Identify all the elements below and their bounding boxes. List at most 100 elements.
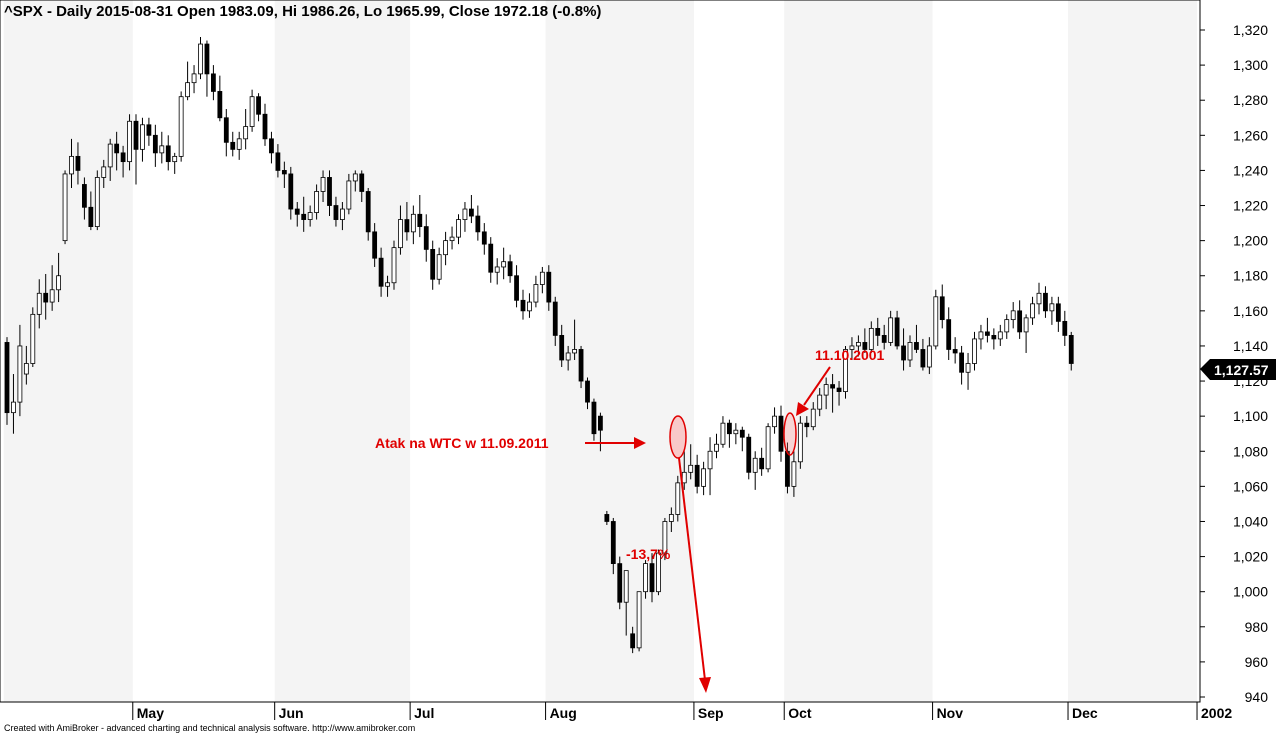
candle — [475, 205, 481, 241]
y-tick-label: 1,280 — [1233, 92, 1268, 108]
candle — [4, 337, 10, 425]
candle — [314, 184, 320, 220]
x-tick-label: Nov — [937, 705, 964, 721]
candle — [894, 310, 900, 350]
y-tick-label: 1,200 — [1233, 233, 1268, 249]
candle — [1036, 282, 1042, 315]
candle-body-up — [823, 384, 829, 396]
x-tick-label: Sep — [698, 705, 724, 721]
candle — [856, 335, 861, 357]
x-tick-label: Jun — [279, 705, 304, 721]
candle-body-down — [881, 335, 887, 343]
candle — [539, 266, 545, 294]
y-tick-label: 1,220 — [1233, 198, 1268, 214]
candle-body-down — [475, 215, 481, 233]
candle — [75, 142, 81, 185]
x-tick-label: Dec — [1072, 705, 1098, 721]
candle — [178, 91, 184, 162]
candle-body-down — [778, 415, 784, 452]
candle-body-up — [140, 124, 145, 150]
candle — [778, 405, 784, 462]
candle-body-up — [1010, 310, 1016, 321]
candle-body-up — [249, 96, 255, 127]
candle-body-down — [82, 184, 87, 208]
candle — [585, 377, 590, 410]
candle-body-down — [301, 213, 307, 220]
candle — [765, 423, 771, 473]
candle — [939, 284, 945, 329]
candle — [559, 324, 565, 368]
y-tick-label: 1,180 — [1233, 268, 1268, 284]
y-tick-label: 1,160 — [1233, 303, 1268, 319]
y-tick-label: 1,300 — [1233, 57, 1268, 73]
candle-body-up — [314, 191, 320, 213]
candle-body-down — [959, 352, 964, 373]
candle-body-up — [868, 327, 874, 350]
candle — [198, 37, 203, 80]
candle-body-down — [759, 457, 765, 470]
candle-body-up — [449, 236, 455, 242]
candle — [275, 144, 281, 178]
candle-body-up — [888, 317, 894, 343]
candle-body-up — [636, 591, 642, 649]
candle-body-down — [559, 335, 565, 361]
candle-body-up — [391, 247, 397, 284]
candle — [520, 289, 526, 320]
candle-body-down — [520, 299, 526, 312]
candle — [881, 324, 887, 350]
candle — [133, 114, 139, 185]
candle — [991, 328, 997, 350]
candle-body-down — [468, 208, 474, 217]
candle-body-down — [359, 173, 365, 192]
candle-body-up — [791, 461, 797, 487]
candle — [1055, 296, 1061, 332]
candle — [810, 402, 816, 431]
candle — [507, 254, 513, 283]
candle — [378, 247, 384, 297]
candle — [959, 345, 964, 385]
candle — [804, 416, 810, 438]
x-tick-label: Aug — [550, 705, 577, 721]
candle — [643, 560, 648, 599]
candle-body-up — [907, 342, 913, 361]
x-axis: May Jun Jul Aug Sep Oct Nov Dec 2002 — [132, 702, 1232, 721]
candle — [82, 177, 87, 220]
y-tick-label: 1,240 — [1233, 162, 1268, 178]
candle-body-down — [514, 275, 519, 301]
candle-body-up — [398, 219, 403, 249]
oct-highlight-ellipse — [783, 412, 797, 456]
candle — [675, 475, 681, 522]
candle — [636, 591, 642, 652]
candle — [997, 324, 1003, 346]
candle-body-down — [165, 145, 171, 163]
candle-body-up — [49, 289, 55, 303]
candle-body-up — [172, 155, 178, 163]
candle-body-up — [772, 415, 777, 428]
candle-body-down — [985, 331, 990, 336]
candle — [630, 626, 636, 654]
candle — [120, 145, 126, 178]
candle — [662, 517, 668, 561]
candle — [578, 345, 584, 389]
candle — [11, 374, 16, 434]
candle — [623, 570, 629, 636]
candle-body-down — [1062, 320, 1068, 336]
candle — [417, 194, 423, 238]
candle — [946, 307, 952, 360]
candle-body-down — [133, 120, 139, 150]
candle — [1049, 296, 1055, 325]
drop-annotation-label: -13,7% — [626, 546, 671, 562]
candle-body-up — [62, 173, 68, 242]
candle — [262, 103, 268, 146]
candle-body-up — [997, 331, 1003, 340]
candle-body-up — [236, 138, 242, 150]
candle — [565, 345, 571, 371]
candle-body-up — [159, 145, 165, 154]
candle-body-down — [262, 113, 268, 140]
candle — [972, 331, 977, 371]
candle-body-up — [385, 282, 390, 287]
candle — [514, 265, 519, 308]
candle-body-up — [198, 43, 203, 75]
candle — [385, 275, 390, 297]
candle — [649, 553, 655, 603]
